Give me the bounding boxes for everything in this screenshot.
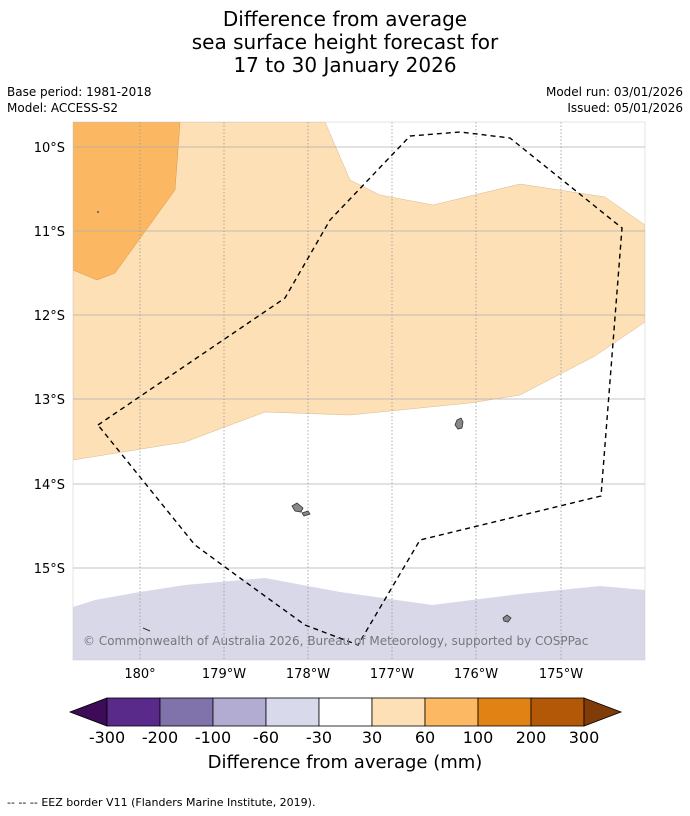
lat-label: 11°S (34, 225, 65, 240)
colorbar-swatch (212, 697, 267, 727)
lon-label: 177°W (370, 667, 414, 682)
lon-label: 179°W (202, 667, 246, 682)
latitude-labels: 10°S 11°S 12°S 13°S 14°S 15°S (34, 141, 65, 577)
colorbar-tick-label: 30 (361, 728, 383, 747)
eez-border (96, 131, 623, 646)
colorbar-tick-label: -30 (305, 728, 333, 747)
colorbar-swatch (318, 697, 373, 727)
colorbar-title: Difference from average (mm) (207, 752, 483, 773)
island-futuna (291, 502, 304, 513)
lat-label: 13°S (34, 393, 65, 408)
meta-right: Model run: 03/01/2026 Issued: 05/01/2026 (546, 84, 683, 116)
latitude-gridlines (73, 146, 645, 569)
anomaly-region-30-60 (73, 122, 645, 461)
lat-label: 10°S (34, 141, 65, 156)
eez-legend-text: EEZ border V11 (Flanders Marine Institut… (41, 796, 316, 809)
colorbar (68, 697, 623, 727)
title-line-3: 17 to 30 January 2026 (233, 53, 457, 77)
colorbar-swatch (159, 697, 214, 727)
colorbar-swatch (265, 697, 320, 727)
lat-label: 14°S (34, 478, 65, 493)
model-run: Model run: 03/01/2026 (545, 85, 683, 99)
colorbar-tick-label: -200 (141, 728, 179, 747)
longitude-labels: 180° 179°W 178°W 177°W 176°W 175°W (124, 667, 583, 682)
map-area (73, 122, 645, 660)
island-sliver (142, 627, 151, 632)
issued-date: Issued: 05/01/2026 (567, 101, 683, 115)
lon-label: 176°W (454, 667, 498, 682)
island-wallis (454, 417, 464, 430)
colorbar-tick-label: 60 (414, 728, 436, 747)
colorbar-extend-max (583, 697, 623, 727)
island-niuafoou (502, 614, 512, 623)
colorbar-tick-label: 300 (568, 728, 600, 747)
colorbar-swatch (106, 697, 161, 727)
map-frame (72, 121, 646, 661)
meta-left: Base period: 1981-2018 Model: ACCESS-S2 (7, 84, 152, 116)
lon-label: 175°W (539, 667, 583, 682)
chart-title: Difference from average sea surface heig… (0, 8, 690, 77)
colorbar-swatch (530, 697, 585, 727)
eez-legend-symbol: -- -- -- (7, 796, 38, 809)
longitude-gridlines (139, 122, 562, 660)
anomaly-region-neg60-neg30 (73, 578, 645, 660)
lon-label: 178°W (286, 667, 330, 682)
title-line-2: sea surface height forecast for (191, 30, 499, 54)
colorbar-tick-label: -300 (88, 728, 126, 747)
base-period: Base period: 1981-2018 (7, 85, 152, 99)
eez-legend: -- -- -- EEZ border V11 (Flanders Marine… (7, 796, 315, 809)
copyright-text: © Commonwealth of Australia 2026, Bureau… (83, 634, 588, 648)
colorbar-tick-label: 100 (462, 728, 494, 747)
title-line-1: Difference from average (222, 7, 468, 31)
colorbar-swatch (424, 697, 479, 727)
colorbar-swatch (371, 697, 426, 727)
lat-label: 15°S (34, 562, 65, 577)
anomaly-region-60-100 (73, 122, 181, 281)
lon-label: 180° (124, 667, 155, 682)
model-name: Model: ACCESS-S2 (7, 101, 119, 115)
colorbar-swatch (477, 697, 532, 727)
colorbar-tick-label: -60 (252, 728, 280, 747)
colorbar-tick-label: 200 (515, 728, 547, 747)
island-dot (97, 211, 99, 213)
colorbar-tick-label: -100 (194, 728, 232, 747)
colorbar-extend-min (68, 697, 108, 727)
island-alofi (301, 510, 311, 517)
lat-label: 12°S (34, 309, 65, 324)
